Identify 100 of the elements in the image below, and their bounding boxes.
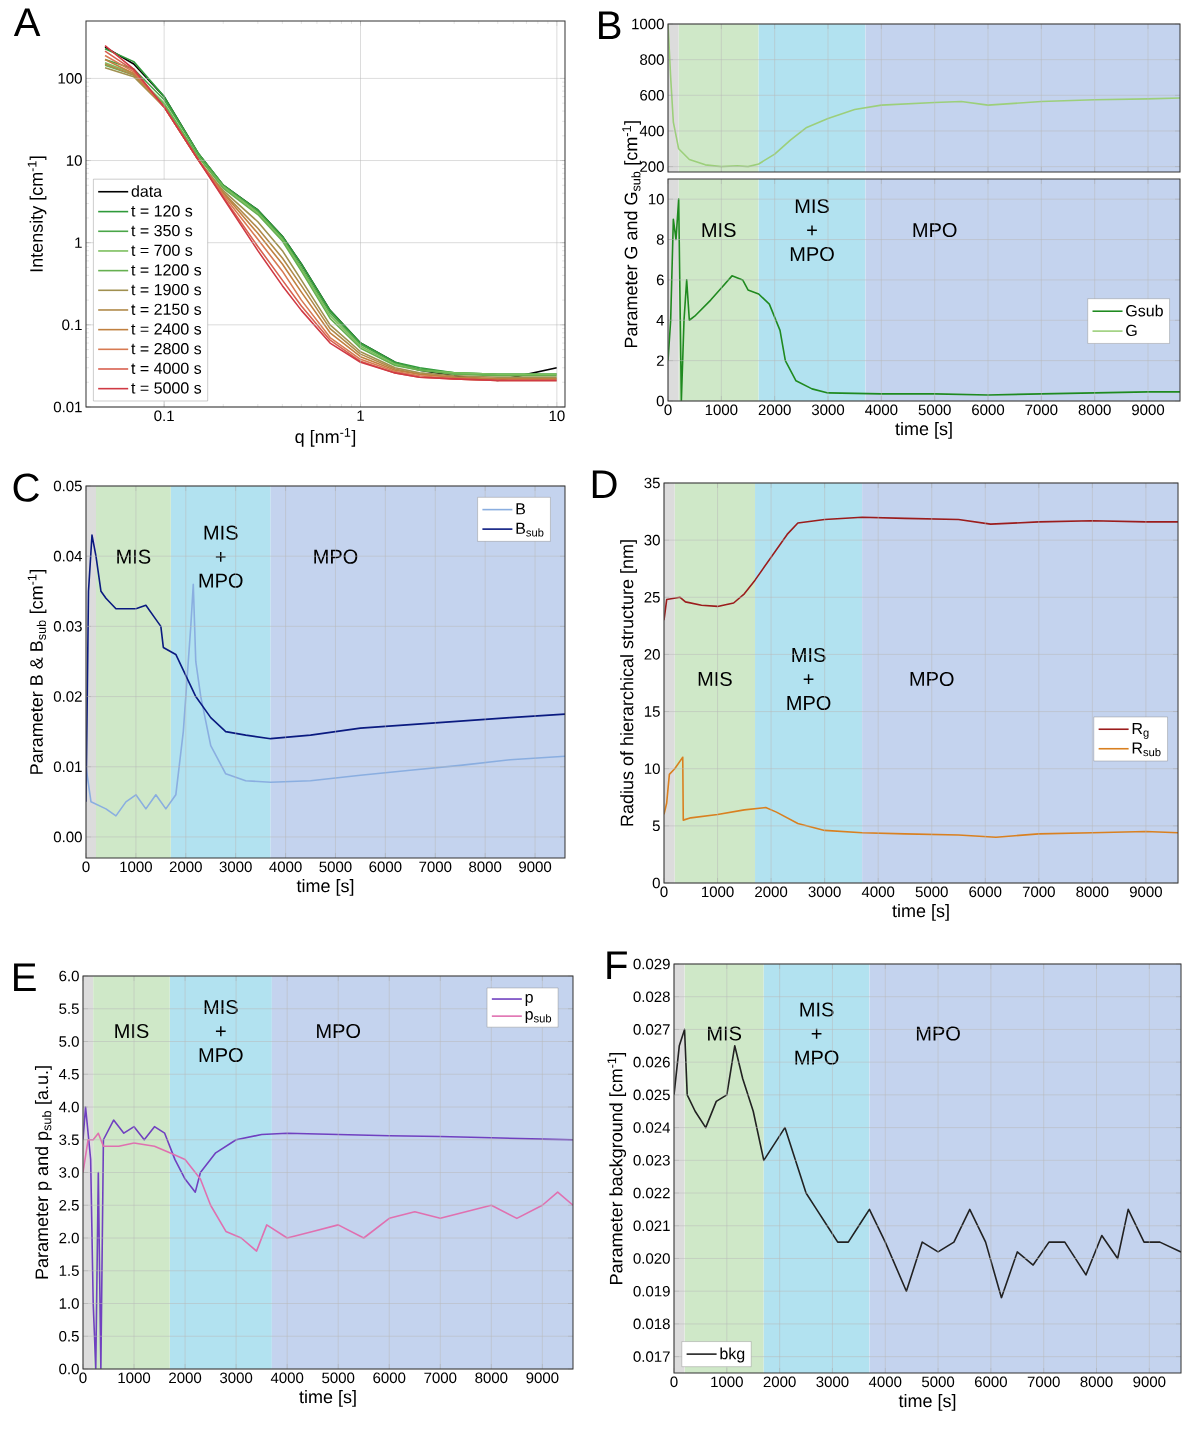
y-axis-title: Parameter G and G$_{sub}$ [cm$^{-1}$] — [622, 121, 641, 348]
x-tick-label: 4000 — [861, 886, 895, 898]
x-tick-label: 4000 — [269, 861, 302, 873]
y-tick-label: 10 — [66, 155, 82, 166]
legend-label: R$_{sub}$ — [1132, 742, 1161, 757]
x-tick-label: 5000 — [918, 404, 951, 416]
y-tick-label: 3.0 — [59, 1167, 79, 1178]
x-axis-title: time [s] — [898, 1394, 956, 1411]
legend-label: data — [131, 185, 163, 197]
x-tick-label: 9000 — [1132, 404, 1165, 416]
legend-label: t = 2800 s — [131, 342, 202, 355]
y-tick-label: 1.0 — [59, 1298, 79, 1309]
band-label: MIS + MPO — [795, 1002, 839, 1065]
y-tick-label: 0.018 — [633, 1318, 670, 1330]
band-label: MIS — [702, 222, 736, 238]
y-tick-label: 8 — [656, 234, 664, 245]
x-tick-label: 0 — [670, 1376, 678, 1388]
x-tick-label: 9000 — [519, 861, 552, 873]
x-tick-label: 1000 — [120, 861, 152, 873]
y-tick-label: 6 — [656, 274, 664, 286]
x-tick-label: 6000 — [972, 404, 1005, 416]
legend-label: Gsub — [1126, 304, 1163, 317]
x-tick-label: 3000 — [811, 404, 845, 416]
x-tick-label: 9000 — [1133, 1376, 1166, 1388]
y-tick-label: 20 — [644, 649, 660, 660]
chart-title: A — [13, 8, 41, 37]
y-axis-title: Parameter p and p$_{sub}$ [a.u.] — [34, 1066, 52, 1279]
x-tick-label: 5000 — [319, 861, 352, 873]
legend-label: t = 5000 s — [131, 382, 202, 394]
legend-label: R$_{g}$ — [1132, 722, 1149, 739]
x-tick-label: 7000 — [424, 1372, 457, 1384]
y-tick-label: 0 — [656, 395, 664, 407]
legend-label: t = 2400 s — [131, 323, 202, 335]
y-tick-label: 400 — [639, 125, 664, 137]
y-tick-label: 0.1 — [62, 319, 82, 331]
x-tick-label: 8000 — [1078, 404, 1111, 416]
x-tick-label: 2000 — [169, 1372, 202, 1384]
legend-label: t = 350 s — [131, 224, 193, 237]
y-tick-label: 5.5 — [59, 1003, 79, 1014]
y-tick-label: 15 — [644, 706, 660, 717]
x-tick-label: 4000 — [270, 1372, 304, 1384]
band-label: MIS — [708, 1026, 742, 1041]
x-tick-label: 1000 — [711, 1376, 743, 1388]
legend-label: t = 1900 s — [131, 283, 202, 296]
y-tick-label: 0.021 — [633, 1220, 670, 1232]
y-tick-label: 0.01 — [53, 401, 82, 413]
chart-title: D — [592, 470, 617, 499]
band-label: MPO — [910, 671, 954, 687]
x-tick-label: 8000 — [1076, 886, 1109, 898]
y-axis-title: Intensity [cm$^{-1}$] — [27, 156, 47, 272]
legend-label: bkg — [720, 1347, 745, 1363]
x-tick-label: 5000 — [915, 886, 948, 898]
x-tick-label: 9000 — [526, 1372, 559, 1384]
y-tick-label: 0.01 — [53, 761, 82, 773]
x-tick-label: 4000 — [865, 404, 898, 416]
y-axis-title: Radius of hierarchical structure [nm] — [620, 540, 637, 826]
x-tick-label: 2000 — [755, 886, 788, 898]
x-tick-label: 8000 — [475, 1372, 508, 1384]
y-tick-label: 0.026 — [633, 1056, 670, 1068]
y-tick-label: 35 — [644, 477, 660, 489]
x-tick-label: 10 — [549, 410, 565, 422]
y-tick-label: 10 — [644, 763, 660, 775]
band-label: MIS + MPO — [787, 647, 831, 711]
legend-label: t = 2150 s — [131, 303, 202, 315]
y-tick-label: 30 — [644, 534, 660, 546]
chart-title: E — [14, 963, 36, 992]
legend-label: t = 4000 s — [131, 362, 202, 374]
y-tick-label: 0.019 — [633, 1285, 670, 1297]
y-tick-label: 0.029 — [633, 958, 670, 970]
x-tick-label: 0.1 — [154, 410, 174, 422]
y-tick-label: 0.00 — [53, 831, 82, 843]
x-tick-label: 3000 — [220, 1372, 253, 1384]
x-tick-label: 8000 — [469, 861, 502, 873]
band-label: MIS + MPO — [790, 198, 834, 262]
legend-label: B$_{sub}$ — [516, 522, 544, 537]
x-tick-label: 7000 — [1025, 404, 1058, 416]
y-tick-label: 4.5 — [58, 1069, 79, 1080]
x-axis-title: time [s] — [299, 1390, 356, 1407]
y-tick-label: 0.024 — [633, 1122, 671, 1133]
x-axis-title: time [s] — [296, 879, 354, 896]
x-tick-label: 1 — [357, 410, 364, 421]
x-tick-label: 3000 — [808, 886, 841, 898]
chart-title: B — [599, 11, 621, 40]
y-tick-label: 5.0 — [59, 1036, 79, 1047]
y-tick-label: 0.04 — [53, 550, 83, 562]
x-tick-label: 6000 — [974, 1376, 1007, 1388]
x-axis-title: time [s] — [892, 904, 949, 921]
x-tick-label: 8000 — [1080, 1376, 1113, 1388]
y-tick-label: 3.5 — [59, 1134, 79, 1146]
y-tick-label: 800 — [640, 54, 664, 65]
x-axis-title: q [nm$^{-1}$] — [295, 428, 356, 447]
y-tick-label: 4 — [656, 315, 665, 326]
y-tick-label: 0.0 — [59, 1363, 79, 1375]
y-tick-label: 1.5 — [59, 1265, 79, 1276]
y-tick-label: 0.027 — [633, 1024, 670, 1035]
legend-label: t = 700 s — [131, 244, 193, 256]
y-tick-label: 25 — [644, 591, 660, 603]
y-tick-label: 1000 — [632, 18, 664, 30]
x-tick-label: 5000 — [322, 1372, 355, 1384]
x-tick-label: 4000 — [868, 1376, 902, 1388]
